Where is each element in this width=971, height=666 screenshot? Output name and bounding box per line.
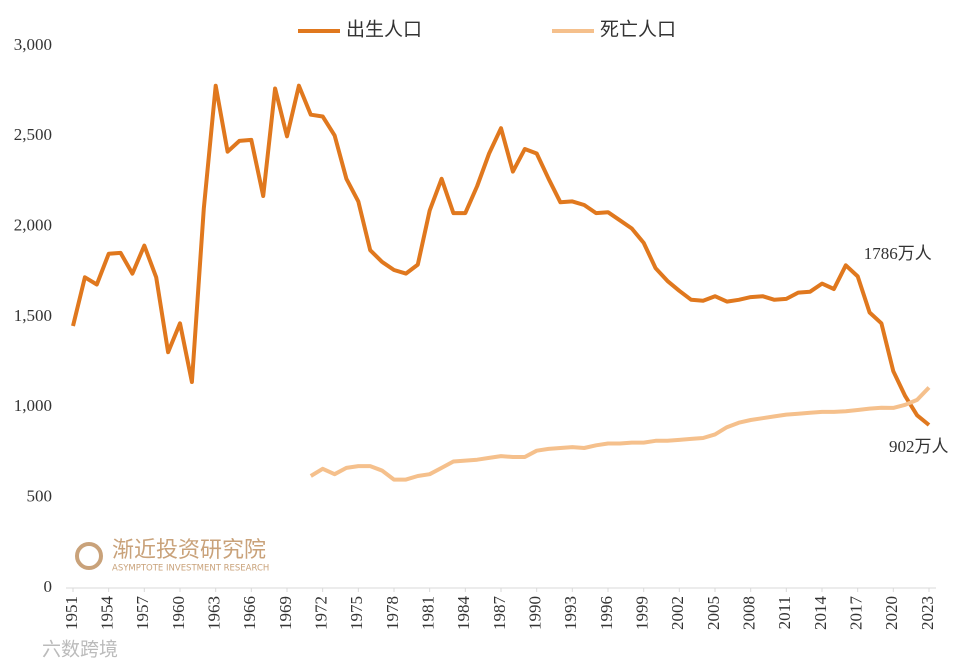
- x-tick-label: 1999: [633, 596, 652, 630]
- y-tick-label: 2,500: [14, 125, 52, 144]
- x-tick-label: 2008: [740, 596, 759, 630]
- x-tick-label: 1975: [347, 596, 366, 630]
- watermark-subtitle: ASYMPTOTE INVESTMENT RESEARCH: [112, 564, 269, 574]
- x-tick-label: 1972: [312, 596, 331, 630]
- legend-label: 死亡人口: [600, 18, 676, 40]
- x-tick-label: 1957: [133, 596, 152, 631]
- y-tick-label: 500: [27, 487, 53, 506]
- y-tick-label: 2,000: [14, 216, 52, 235]
- x-tick-label: 1951: [62, 596, 81, 630]
- x-tick-label: 1993: [561, 596, 580, 630]
- watermark-logo: [75, 542, 103, 570]
- x-tick-label: 2017: [847, 596, 866, 631]
- x-tick-label: 1969: [276, 596, 295, 630]
- x-tick-label: 2005: [704, 596, 723, 630]
- y-tick-label: 0: [44, 577, 53, 596]
- x-tick-label: 2011: [775, 596, 794, 629]
- x-tick-label: 1954: [98, 596, 117, 631]
- x-tick-label: 1960: [169, 596, 188, 630]
- x-tick-label: 1987: [490, 596, 509, 631]
- y-tick-label: 3,000: [14, 35, 52, 54]
- y-tick-label: 1,000: [14, 396, 52, 415]
- legend-label: 出生人口: [346, 18, 422, 40]
- series-line: [309, 386, 931, 482]
- x-tick-label: 1966: [240, 596, 259, 630]
- x-tick-label: 1963: [205, 596, 224, 630]
- x-tick-label: 1984: [454, 596, 473, 631]
- x-tick-label: 2014: [811, 596, 830, 631]
- series-line: [71, 83, 931, 427]
- watermark-title: 渐近投资研究院: [112, 538, 266, 563]
- x-tick-label: 2023: [918, 596, 937, 630]
- x-tick-label: 2002: [668, 596, 687, 630]
- legend: 出生人口 死亡人口: [298, 18, 676, 40]
- annotation: 1786万人: [864, 244, 932, 263]
- annotation: 902万人: [889, 437, 949, 456]
- x-tick-label: 1996: [597, 596, 616, 630]
- x-tick-label: 2020: [882, 596, 901, 630]
- x-tick-label: 1978: [383, 596, 402, 630]
- x-tick-label: 1990: [526, 596, 545, 630]
- footer-watermark: 六数跨境: [42, 639, 118, 661]
- y-tick-label: 1,500: [14, 306, 52, 325]
- x-tick-label: 1981: [419, 596, 438, 630]
